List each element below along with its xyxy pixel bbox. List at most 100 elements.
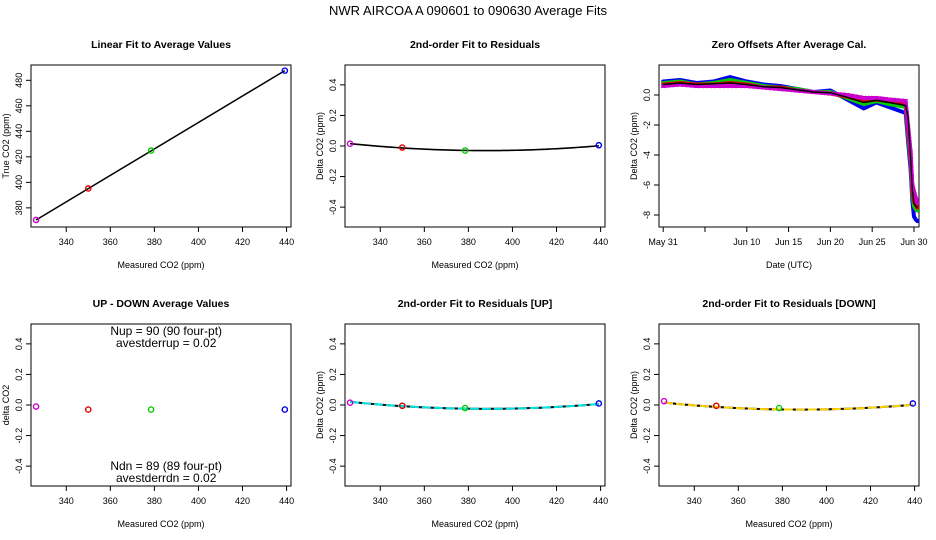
y-tick-label: 0.4 (328, 79, 338, 92)
y-axis-label: Delta CO2 (ppm) (629, 371, 639, 439)
data-point (346, 140, 354, 148)
fit-curve (349, 400, 599, 410)
plot-frame (30, 64, 292, 228)
chart-title: 2nd-order Fit to Residuals (410, 39, 540, 51)
x-tick-label: 380 (775, 496, 790, 506)
x-tick-label: 420 (235, 496, 250, 506)
series-marker (853, 94, 858, 99)
y-tick-label: 460 (14, 98, 24, 113)
chart-title: 2nd-order Fit to Residuals [DOWN] (702, 298, 875, 310)
y-axis-label: True CO2 (ppm) (1, 113, 11, 178)
x-tick-label: 380 (461, 237, 476, 247)
x-tick-label: 380 (147, 496, 162, 506)
y-axis-label: Delta CO2 (ppm) (315, 371, 325, 439)
x-tick-label: 440 (279, 496, 294, 506)
series-marker (894, 97, 900, 103)
y-tick-label: 420 (14, 149, 24, 164)
y-tick-label: -0.4 (14, 458, 24, 474)
figure-title: NWR AIRCOA A 090601 to 090630 Average Fi… (329, 3, 607, 18)
series-marker (727, 83, 733, 89)
x-axis-label: Measured CO2 (ppm) (117, 519, 204, 529)
x-tick-label: 360 (417, 237, 432, 247)
x-tick-label: 360 (731, 496, 746, 506)
y-tick-label: 0.0 (14, 399, 24, 412)
x-tick-label: 340 (59, 496, 74, 506)
y-tick-label: -8 (642, 211, 652, 219)
y-tick-label: -4 (642, 151, 652, 159)
fit-curve (349, 142, 599, 152)
series-marker (886, 97, 892, 102)
chart-title: 2nd-order Fit to Residuals [UP] (398, 298, 553, 310)
data-point (660, 397, 668, 405)
data-point (346, 399, 354, 407)
y-tick-label: -0.2 (14, 428, 24, 444)
series-marker (914, 199, 919, 205)
data-point (595, 400, 603, 407)
x-tick-label: Jun 20 (817, 237, 844, 247)
data-point (712, 402, 720, 410)
series-marker (719, 83, 725, 89)
x-tick-label: 420 (549, 237, 564, 247)
data-point (398, 144, 406, 151)
plot-area (35, 69, 286, 221)
x-tick-label: Jun 15 (775, 237, 802, 247)
y-tick-label: 0.2 (328, 109, 338, 122)
x-tick-label: 340 (687, 496, 702, 506)
fit-curve (663, 401, 913, 411)
series-marker (903, 98, 908, 104)
y-tick-label: 0.0 (642, 399, 652, 412)
chart-p5: 2nd-order Fit to Residuals [UP] Measured … (315, 298, 608, 529)
y-tick-label: -0.2 (642, 428, 652, 444)
chart-title: UP - DOWN Average Values (93, 298, 230, 310)
series-line (661, 81, 919, 210)
series-marker (731, 83, 737, 89)
x-axis-label: Date (UTC) (766, 260, 812, 270)
chart-p3: Zero Offsets After Average Cal. Date (UTC… (629, 39, 927, 270)
x-tick-label: Jun 10 (733, 237, 760, 247)
x-tick-label: 400 (191, 237, 206, 247)
y-axis-label: Delta CO2 (ppm) (315, 112, 325, 180)
data-point (595, 141, 603, 149)
x-tick-label: 340 (373, 496, 388, 506)
series-marker (899, 98, 904, 103)
series-marker (736, 83, 741, 89)
x-axis-label: Measured CO2 (ppm) (745, 519, 832, 529)
x-tick-label: 380 (461, 496, 476, 506)
y-tick-label: 0.4 (642, 338, 652, 351)
series-marker (723, 83, 729, 89)
y-tick-label: 480 (14, 73, 24, 88)
chart-p1: Linear Fit to Average Values Measured CO2… (1, 39, 294, 270)
y-tick-label: 0.4 (328, 338, 338, 351)
y-tick-label: 0.2 (328, 368, 338, 381)
series-marker (890, 97, 896, 103)
data-point (32, 403, 40, 410)
chart-title: Linear Fit to Average Values (91, 39, 231, 51)
x-tick-label: 420 (235, 237, 250, 247)
x-tick-label: Jun 30 (900, 237, 927, 247)
x-tick-label: 440 (907, 496, 922, 506)
y-tick-label: 0.2 (14, 368, 24, 381)
y-tick-label: -0.4 (642, 458, 652, 474)
x-tick-label: 380 (147, 237, 162, 247)
fit-line (35, 69, 286, 221)
x-tick-label: May 31 (648, 237, 678, 247)
x-tick-label: 400 (191, 496, 206, 506)
data-point (281, 67, 289, 74)
data-point (775, 404, 783, 412)
y-tick-label: -0.2 (328, 428, 338, 444)
x-tick-label: 340 (59, 237, 74, 247)
data-point (84, 185, 92, 192)
data-point (147, 406, 155, 413)
series-marker (715, 83, 720, 89)
y-tick-label: -0.4 (328, 458, 338, 474)
y-tick-label: 0.4 (14, 338, 24, 351)
y-tick-label: -6 (642, 181, 652, 189)
x-tick-label: 400 (819, 496, 834, 506)
x-tick-label: 440 (279, 237, 294, 247)
x-tick-label: 360 (103, 496, 118, 506)
plot-area (349, 142, 599, 152)
y-axis-label: Delta CO2 (ppm) (629, 112, 639, 180)
y-tick-label: 380 (14, 200, 24, 215)
annotation-down-count: Ndn = 89 (89 four-pt) (110, 459, 222, 473)
